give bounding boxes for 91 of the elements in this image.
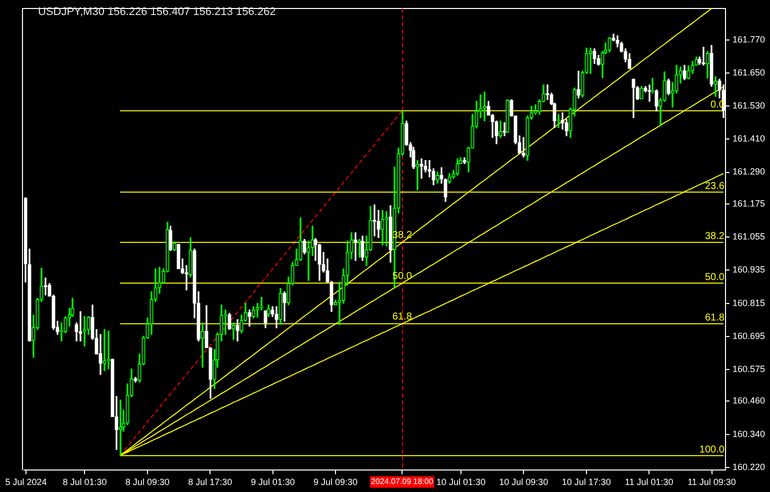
candlestick	[592, 48, 596, 64]
x-tick-label: 9 Jul 01:30	[250, 477, 295, 488]
candlestick	[384, 211, 388, 246]
series-label: 38.2	[705, 231, 725, 242]
candlestick	[228, 312, 232, 330]
y-tick-label: 161.770	[732, 34, 766, 44]
candlestick	[82, 316, 86, 346]
candlestick	[576, 70, 580, 98]
x-tick-label: 10 Jul 09:30	[499, 477, 548, 488]
x-tick-label: 11 Jul 01:30	[624, 477, 674, 488]
candlestick	[510, 99, 514, 116]
candlestick	[388, 205, 392, 263]
candlestick	[372, 204, 376, 236]
candlestick	[710, 45, 714, 87]
y-tick-label: 160.935	[732, 264, 766, 275]
candlestick	[232, 322, 236, 340]
x-tick-label: 8 Jul 01:30	[62, 477, 107, 488]
x-tick-label: 8 Jul 17:30	[188, 477, 232, 488]
candlestick	[522, 137, 526, 158]
candlestick	[640, 86, 644, 100]
candlestick	[448, 173, 452, 184]
y-tick-label: 160.815	[732, 298, 766, 308]
candlestick	[416, 160, 420, 190]
candlestick	[106, 330, 110, 370]
candlestick	[302, 238, 306, 254]
candlestick	[248, 310, 252, 327]
candlestick	[462, 157, 466, 164]
chart-title: USDJPY,M30 156.226 156.407 156.213 156.262	[38, 6, 276, 18]
candlestick	[714, 76, 718, 97]
candlestick	[482, 92, 486, 122]
candlestick	[278, 288, 282, 325]
y-tick-label: 160.695	[732, 330, 766, 341]
x-tick-label: 10 Jul 01:30	[436, 477, 486, 488]
candlestick	[188, 237, 192, 278]
y-tick-label: 160.575	[732, 364, 766, 374]
candlestick	[266, 304, 270, 317]
y-tick-label: 161.650	[732, 67, 766, 78]
candlestick	[134, 376, 138, 383]
candlestick	[358, 238, 362, 258]
candlestick	[686, 65, 690, 80]
candlestick	[420, 158, 424, 179]
candlestick	[236, 319, 240, 342]
x-tick-label: 8 Jul 09:30	[125, 477, 170, 488]
x-tick-label: 2024.07.09 18:00	[371, 477, 434, 486]
candlestick	[98, 334, 102, 375]
candlestick	[506, 99, 510, 133]
candlestick	[648, 84, 652, 102]
y-tick-label: 161.055	[732, 232, 766, 242]
x-tick-label: 11 Jul 09:30	[688, 477, 736, 488]
candlestick	[172, 241, 176, 251]
candlestick	[498, 120, 502, 138]
candlestick	[502, 122, 506, 136]
candlestick	[588, 48, 592, 74]
candlestick	[274, 306, 278, 328]
candlestick	[252, 306, 256, 318]
series-label: 50.0	[705, 272, 725, 283]
y-tick-label: 161.410	[732, 134, 766, 144]
y-tick-label: 160.460	[732, 396, 766, 406]
x-tick-label: 5 Jul 2024	[5, 477, 47, 488]
candlestick	[682, 64, 686, 80]
candlestick	[556, 114, 560, 128]
candlestick	[354, 232, 358, 261]
candlestick	[380, 210, 384, 246]
candlestick	[702, 46, 706, 66]
candlestick	[264, 310, 268, 328]
series-label: 100.0	[699, 444, 725, 456]
candlestick	[102, 329, 106, 371]
x-tick-label: 9 Jul 09:30	[314, 477, 358, 488]
candlestick	[78, 311, 82, 342]
candlestick	[200, 322, 204, 368]
y-tick-label: 161.290	[732, 166, 766, 177]
candlestick	[666, 78, 670, 96]
y-tick-label: 160.340	[732, 428, 766, 439]
series-label: 61.8	[705, 312, 725, 324]
y-tick-label: 161.530	[732, 100, 766, 111]
candlestick	[650, 78, 654, 94]
candlestick	[456, 158, 460, 176]
x-tick-label: 10 Jul 17:30	[562, 477, 611, 488]
candlestick	[168, 226, 172, 251]
candlestick	[44, 278, 48, 296]
candlestick	[436, 172, 440, 184]
candlestick	[360, 236, 364, 261]
candlestick	[654, 89, 658, 112]
candlestick	[118, 400, 122, 456]
candlestick	[608, 37, 612, 52]
annotation: 61.8	[392, 311, 412, 322]
candlestick	[632, 78, 636, 118]
series-label: 23.6	[705, 180, 725, 192]
y-tick-label: 161.175	[732, 198, 766, 208]
candlestick	[706, 51, 710, 79]
y-tick-label: 160.220	[732, 462, 766, 472]
